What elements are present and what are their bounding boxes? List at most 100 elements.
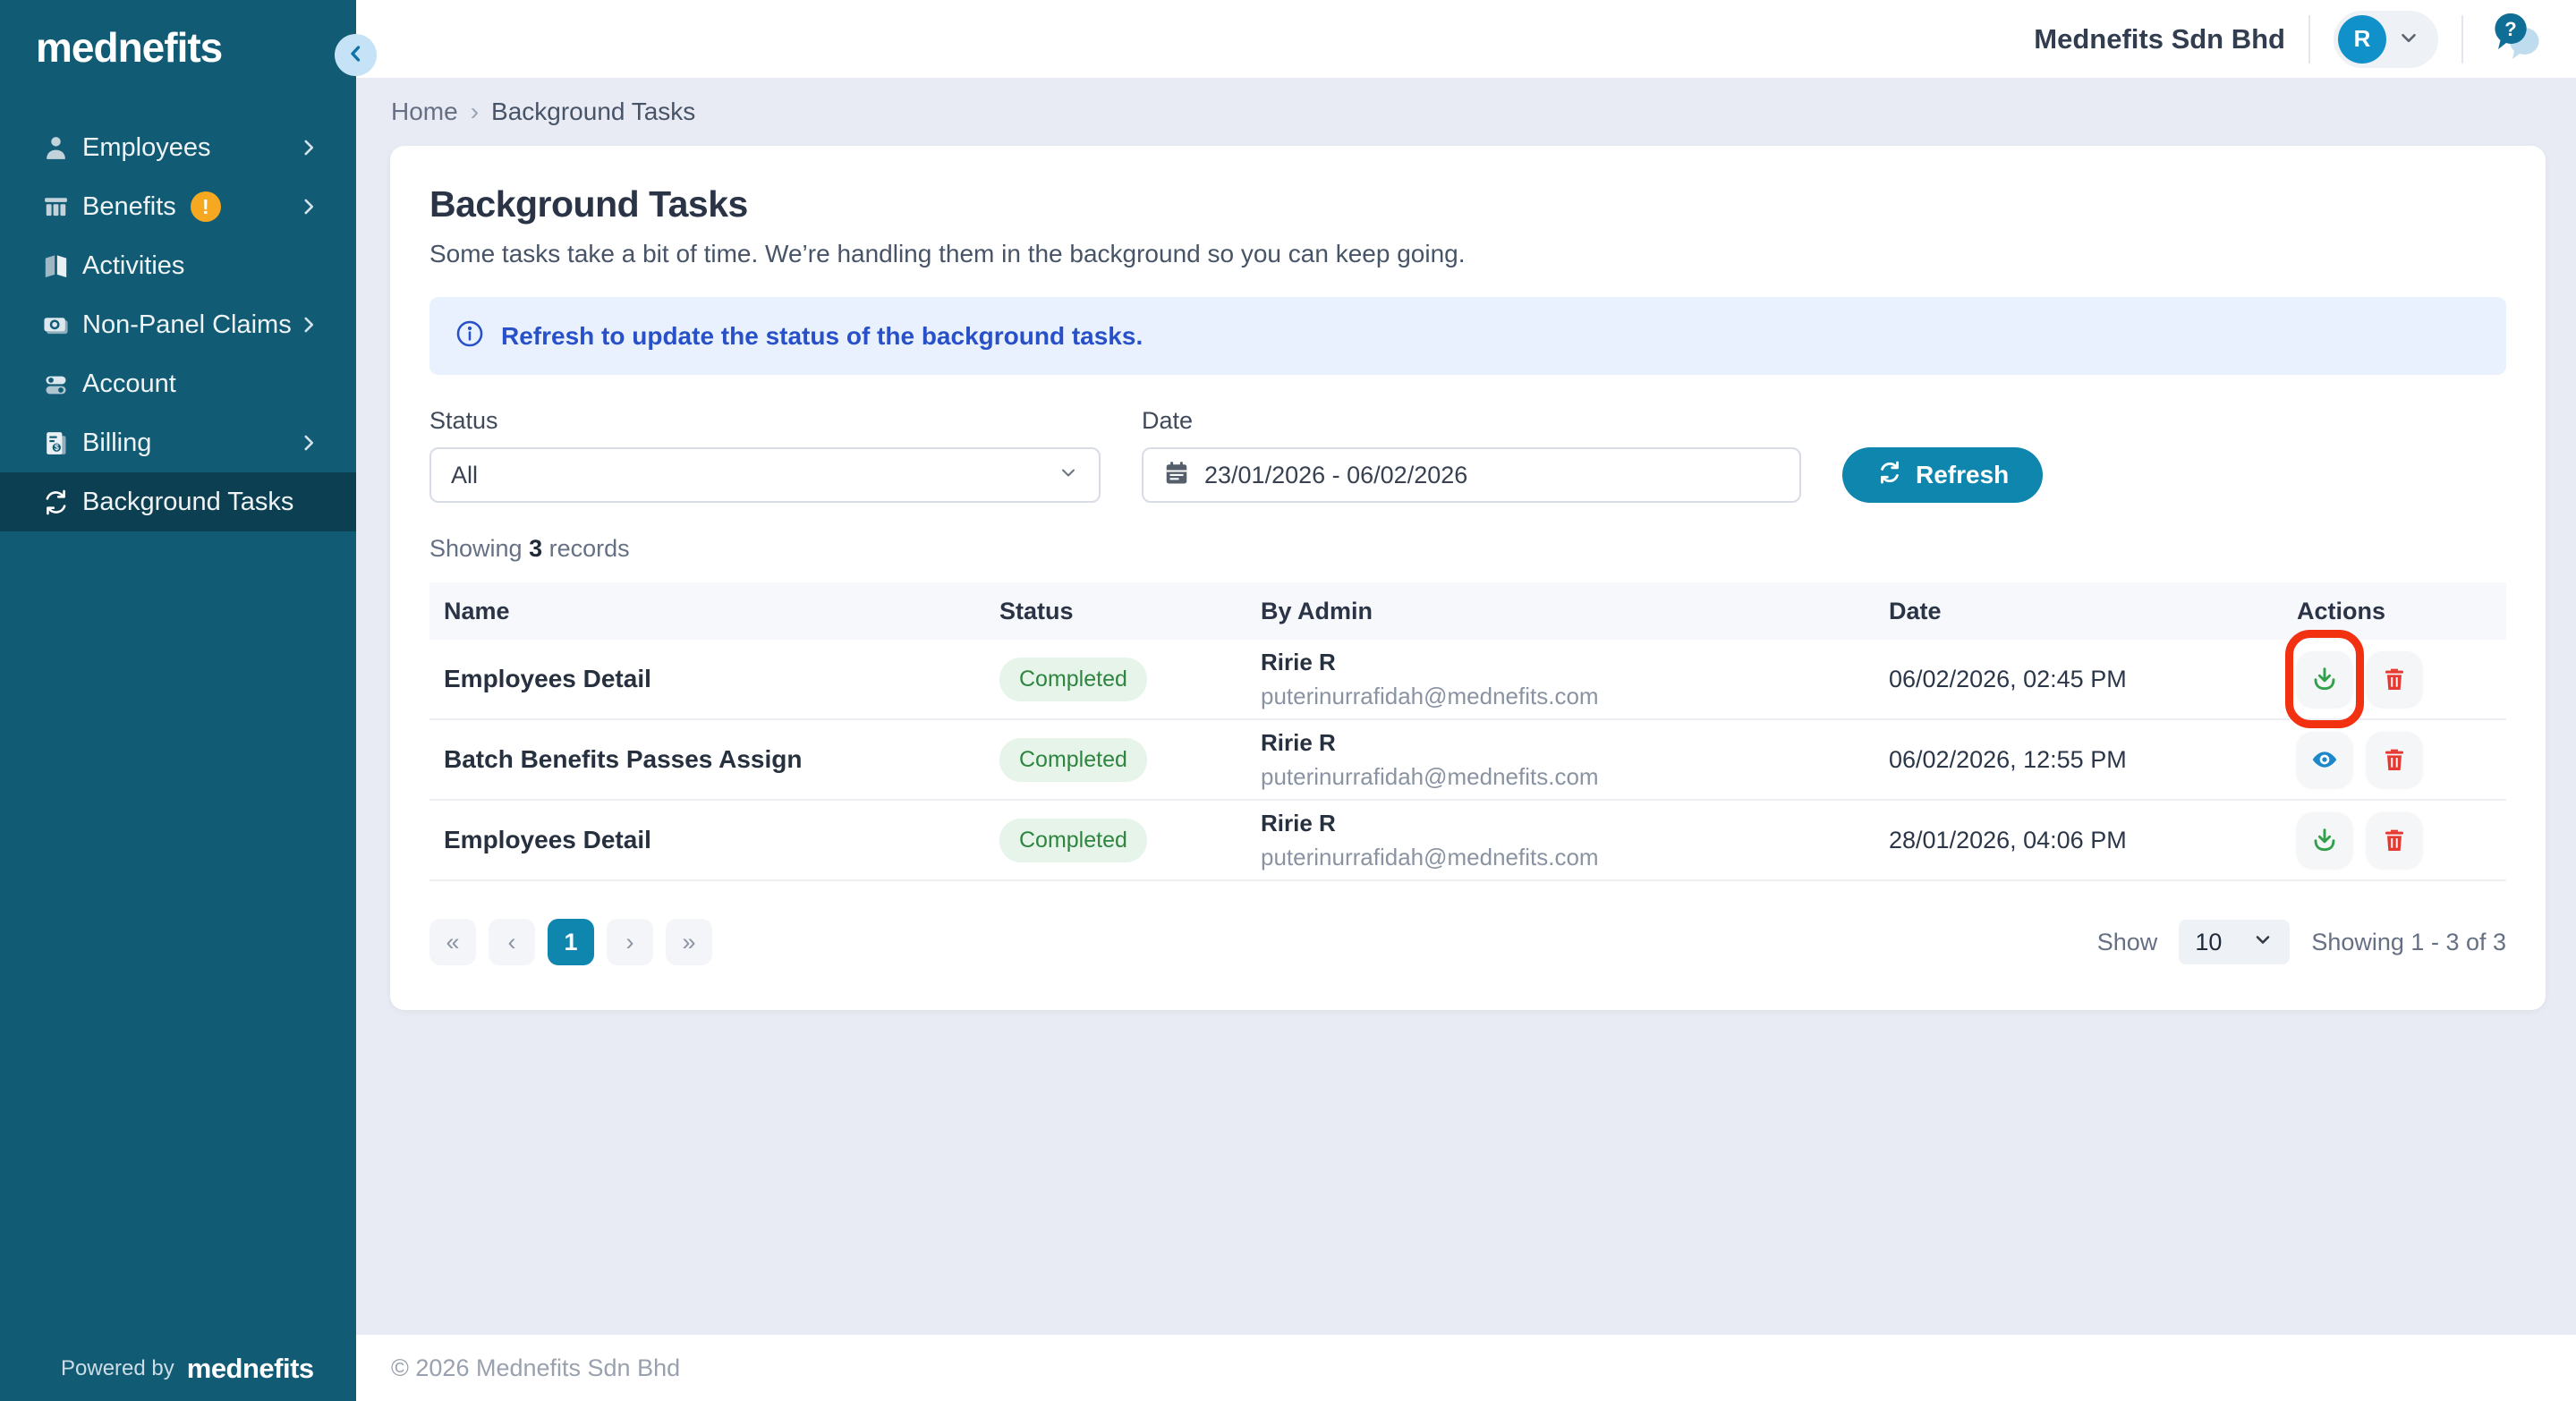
invoice-icon: $ bbox=[39, 427, 72, 459]
download-action-button[interactable] bbox=[2297, 651, 2352, 707]
admin-name: Ririe R bbox=[1261, 728, 1336, 756]
table-row: Batch Benefits Passes Assign Completed Rir… bbox=[429, 720, 2506, 801]
sidebar-item-label: Activities bbox=[82, 250, 185, 280]
sidebar-item-non-panel-claims[interactable]: Non-Panel Claims bbox=[0, 295, 356, 354]
banner-text: Refresh to update the status of the back… bbox=[501, 321, 1143, 350]
status-select[interactable]: All bbox=[429, 447, 1101, 503]
status-badge: Completed bbox=[999, 737, 1147, 782]
trash-action-button[interactable] bbox=[2367, 651, 2422, 707]
powered-by-brand: mednefits bbox=[186, 1353, 314, 1384]
actions-cell bbox=[2283, 630, 2506, 728]
column-header-actions: Actions bbox=[2297, 597, 2386, 624]
sidebar-item-label: Account bbox=[82, 369, 176, 398]
chevron-down-icon bbox=[2252, 929, 2274, 956]
last-page-button[interactable]: » bbox=[666, 919, 712, 965]
status-badge: Completed bbox=[999, 657, 1147, 701]
sidebar-item-account[interactable]: Account bbox=[0, 354, 356, 413]
info-banner: Refresh to update the status of the back… bbox=[429, 297, 2506, 375]
mednefits-logo: mednefits bbox=[36, 24, 223, 71]
svg-text:?: ? bbox=[2504, 18, 2516, 40]
company-name: Mednefits Sdn Bhd bbox=[2034, 22, 2285, 55]
sidebar-item-activities[interactable]: Activities bbox=[0, 236, 356, 295]
content-area: Home › Background Tasks Background Tasks… bbox=[356, 78, 2576, 1335]
trash-action-button[interactable] bbox=[2367, 812, 2422, 868]
book-icon bbox=[39, 250, 72, 282]
help-button[interactable]: ? bbox=[2487, 10, 2546, 69]
avatar: R bbox=[2338, 14, 2386, 64]
chevron-right-icon bbox=[297, 431, 320, 454]
prev-page-button[interactable]: ‹ bbox=[489, 919, 535, 965]
chevron-down-icon bbox=[2397, 26, 2420, 52]
sidebar-item-billing[interactable]: $ Billing bbox=[0, 413, 356, 472]
task-date: 06/02/2026, 12:55 PM bbox=[1889, 745, 2127, 773]
sidebar: mednefits Employees Benefits! Activities No… bbox=[0, 0, 356, 1401]
breadcrumb-current: Background Tasks bbox=[491, 98, 696, 125]
table-row: Employees Detail Completed Ririe R puterinu… bbox=[429, 801, 2506, 881]
actions-cell bbox=[2283, 732, 2506, 787]
admin-email: puterinurrafidah@mednefits.com bbox=[1261, 843, 1599, 870]
status-filter-group: Status All bbox=[429, 407, 1101, 503]
sidebar-item-employees[interactable]: Employees bbox=[0, 118, 356, 177]
eye-action-button[interactable] bbox=[2297, 732, 2352, 787]
status-value: All bbox=[451, 461, 479, 488]
first-page-button[interactable]: « bbox=[429, 919, 476, 965]
cash-icon bbox=[39, 309, 72, 341]
range-text: Showing 1 - 3 of 3 bbox=[2311, 928, 2506, 955]
sidebar-item-label: Non-Panel Claims bbox=[82, 310, 292, 339]
records-summary: Showing 3 records bbox=[429, 535, 630, 562]
sidebar-item-label: Employees bbox=[82, 132, 211, 162]
refresh-button[interactable]: Refresh bbox=[1842, 447, 2044, 503]
date-value: 23/01/2026 - 06/02/2026 bbox=[1204, 461, 1468, 488]
download-action-button[interactable] bbox=[2297, 812, 2352, 868]
column-header-date: Date bbox=[1889, 597, 1942, 624]
task-name: Employees Detail bbox=[444, 665, 651, 692]
svg-text:$: $ bbox=[54, 443, 58, 452]
column-header-by-admin: By Admin bbox=[1261, 597, 1373, 624]
date-filter-group: Date 23/01/2026 - 06/02/2026 bbox=[1142, 407, 1801, 503]
by-admin-cell: Ririe R puterinurrafidah@mednefits.com bbox=[1246, 649, 1875, 710]
task-date: 28/01/2026, 04:06 PM bbox=[1889, 826, 2127, 853]
page-size-select[interactable]: 10 bbox=[2179, 920, 2291, 964]
date-range-input[interactable]: 23/01/2026 - 06/02/2026 bbox=[1142, 447, 1801, 503]
pagination: « ‹ 1 › » bbox=[429, 919, 712, 965]
sidebar-item-benefits[interactable]: Benefits! bbox=[0, 177, 356, 236]
page-size-value: 10 bbox=[2195, 928, 2223, 955]
date-label: Date bbox=[1142, 407, 1194, 434]
page-button-1[interactable]: 1 bbox=[548, 919, 594, 965]
sidebar-collapse-button[interactable] bbox=[335, 34, 377, 76]
background-tasks-card: Background Tasks Some tasks take a bit o… bbox=[390, 146, 2546, 1010]
actions-cell bbox=[2283, 812, 2506, 868]
by-admin-cell: Ririe R puterinurrafidah@mednefits.com bbox=[1246, 810, 1875, 871]
calendar-icon bbox=[1163, 459, 1190, 492]
status-label: Status bbox=[429, 407, 498, 434]
sidebar-nav: Employees Benefits! Activities Non-Panel Cl… bbox=[0, 118, 356, 531]
download-icon bbox=[2310, 665, 2339, 693]
user-menu-button[interactable]: R bbox=[2334, 10, 2438, 68]
person-icon bbox=[39, 132, 72, 164]
download-icon bbox=[2310, 826, 2339, 854]
admin-email: puterinurrafidah@mednefits.com bbox=[1261, 682, 1599, 709]
sidebar-item-background-tasks[interactable]: Background Tasks bbox=[0, 472, 356, 531]
table-body: Employees Detail Completed Ririe R puterinu… bbox=[429, 630, 2506, 881]
page-number-buttons: 1 bbox=[548, 919, 594, 965]
footer: © 2026 Mednefits Sdn Bhd bbox=[356, 1335, 2576, 1401]
breadcrumb: Home › Background Tasks bbox=[356, 78, 2576, 126]
chevron-right-icon bbox=[297, 195, 320, 218]
task-date: 06/02/2026, 02:45 PM bbox=[1889, 665, 2127, 692]
chevron-down-icon bbox=[1058, 462, 1079, 489]
status-badge: Completed bbox=[999, 818, 1147, 862]
next-page-button[interactable]: › bbox=[607, 919, 653, 965]
page-title: Background Tasks bbox=[429, 183, 748, 225]
powered-by: Powered by mednefits bbox=[61, 1353, 314, 1385]
chevron-right-icon bbox=[297, 136, 320, 159]
admin-name: Ririe R bbox=[1261, 809, 1336, 836]
chevron-right-icon bbox=[297, 313, 320, 336]
refresh-label: Refresh bbox=[1916, 461, 2010, 488]
by-admin-cell: Ririe R puterinurrafidah@mednefits.com bbox=[1246, 729, 1875, 791]
table-header: Name Status By Admin Date Actions bbox=[429, 582, 2506, 640]
trash-action-button[interactable] bbox=[2367, 732, 2422, 787]
breadcrumb-home-link[interactable]: Home bbox=[391, 98, 458, 125]
admin-email: puterinurrafidah@mednefits.com bbox=[1261, 762, 1599, 790]
warning-badge: ! bbox=[190, 191, 221, 222]
divider bbox=[2461, 14, 2463, 64]
